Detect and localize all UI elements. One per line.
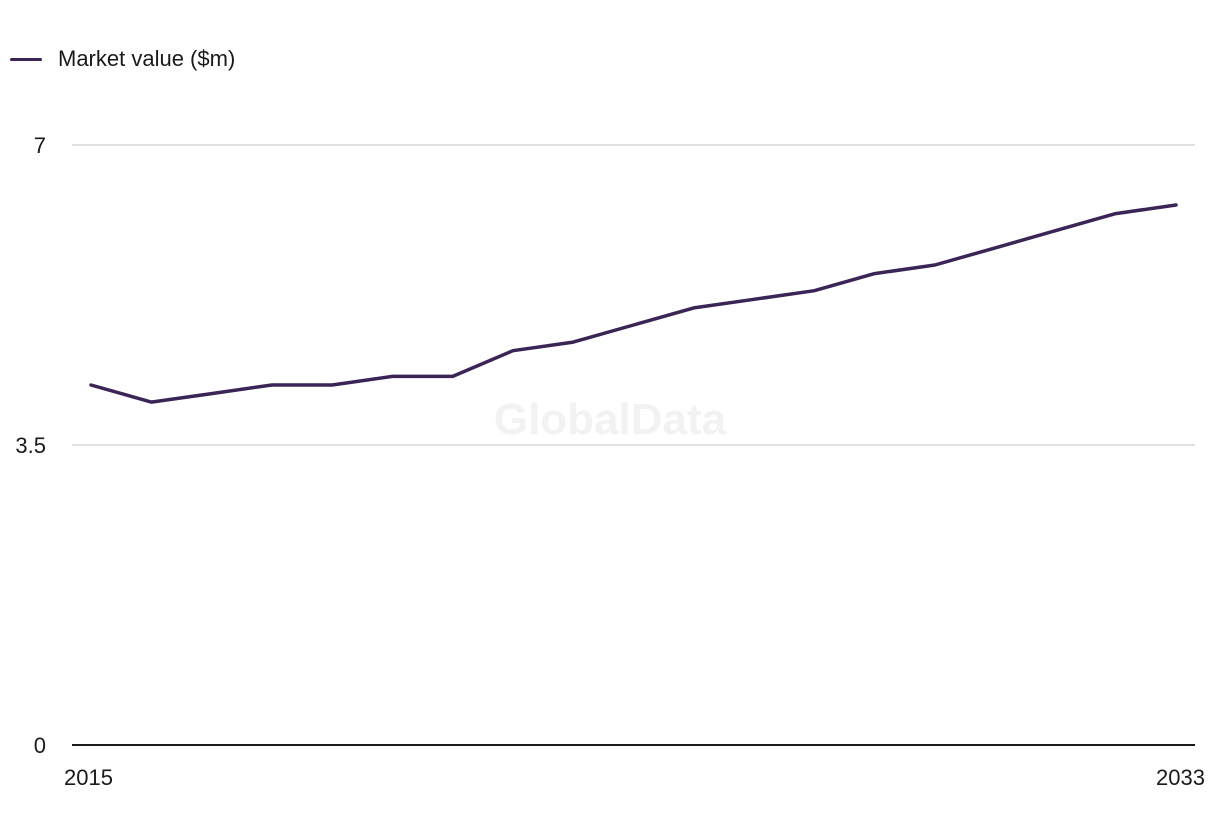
legend-label: Market value ($m) <box>58 46 236 71</box>
watermark: GlobalData <box>494 395 727 444</box>
x-tick-label: 2033 <box>1156 765 1205 790</box>
grid-layer <box>72 144 1195 746</box>
legend-swatch <box>10 57 42 61</box>
series-layer <box>89 203 1178 404</box>
y-tick-label: 0 <box>34 733 46 758</box>
y-tick-labels: 03.57 <box>15 133 46 758</box>
y-tick-label: 7 <box>34 133 46 158</box>
legend: Market value ($m) <box>10 46 235 72</box>
x-tick-labels: 2015 2033 <box>64 765 1205 790</box>
y-tick-label: 3.5 <box>15 433 46 458</box>
series-line <box>89 203 1178 404</box>
x-tick-label: 2015 <box>64 765 113 790</box>
